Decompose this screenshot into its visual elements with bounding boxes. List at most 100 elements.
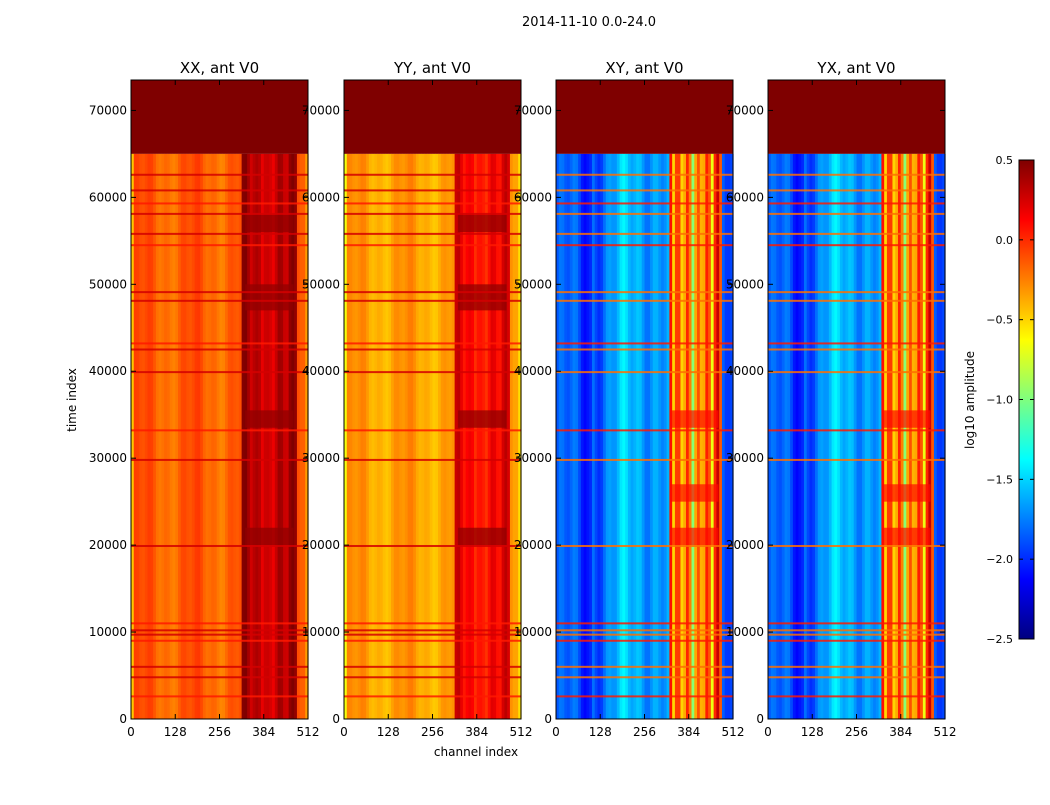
- heat-column: [357, 153, 362, 720]
- heat-column: [230, 153, 234, 720]
- x-tick-label: 384: [677, 725, 700, 739]
- x-tick-label: 128: [377, 725, 400, 739]
- heat-column: [603, 153, 607, 720]
- heat-column: [465, 153, 470, 720]
- y-tick-label: 70000: [514, 103, 552, 117]
- heat-column: [614, 153, 618, 720]
- heat-column: [164, 153, 168, 720]
- heat-column: [172, 153, 176, 720]
- time-band: [768, 202, 945, 205]
- heat-column: [569, 153, 574, 720]
- colorbar-tick-label: −2.0: [986, 553, 1013, 566]
- heat-column: [655, 153, 659, 720]
- heat-column: [575, 153, 579, 720]
- heat-column: [911, 153, 916, 720]
- y-tick-label: 10000: [302, 625, 340, 639]
- heat-column: [928, 153, 932, 720]
- y-tick-label: 10000: [726, 625, 764, 639]
- heat-column: [153, 153, 157, 720]
- y-tick-label: 40000: [726, 364, 764, 378]
- heat-column: [518, 153, 522, 720]
- heat-column: [391, 153, 395, 720]
- heat-column: [931, 153, 935, 720]
- heat-column: [719, 153, 723, 720]
- time-band: [556, 695, 733, 698]
- heat-column: [564, 153, 568, 720]
- heat-column: [443, 153, 447, 720]
- heat-column: [404, 153, 409, 720]
- heat-column: [597, 153, 601, 720]
- heat-column: [263, 153, 268, 720]
- heat-column: [305, 153, 309, 720]
- heat-column: [233, 153, 237, 720]
- time-band: [556, 633, 733, 636]
- intensity-patch: [458, 527, 507, 546]
- panel-4: YX, ant V0 0 128 256 384 512 0 10000 20000 30000 4…: [726, 59, 957, 739]
- masked-region: [344, 80, 521, 154]
- intensity-patch: [882, 484, 931, 502]
- heat-column: [158, 153, 163, 720]
- heat-column: [795, 153, 800, 720]
- heat-column: [572, 153, 576, 720]
- heat-column: [440, 153, 445, 720]
- heat-column: [269, 153, 273, 720]
- heat-column: [238, 153, 243, 720]
- intensity-patch: [882, 410, 931, 428]
- heat-column: [142, 153, 146, 720]
- time-band: [556, 639, 733, 642]
- colorbar-tick-label: −2.5: [986, 633, 1013, 646]
- time-band: [768, 429, 945, 432]
- heat-column: [294, 153, 298, 720]
- x-tick-label: 0: [127, 725, 135, 739]
- heat-column: [415, 153, 420, 720]
- heat-column: [842, 153, 847, 720]
- heat-column: [867, 153, 871, 720]
- heat-column: [426, 153, 431, 720]
- heat-column: [421, 153, 425, 720]
- heat-column: [512, 153, 517, 720]
- heat-column: [366, 153, 370, 720]
- heat-column: [936, 153, 941, 720]
- heat-column: [471, 153, 475, 720]
- heat-column: [652, 153, 657, 720]
- panel-title: YX, ant V0: [816, 59, 895, 77]
- heat-column: [222, 153, 226, 720]
- time-band: [131, 429, 308, 432]
- heat-column: [457, 153, 461, 720]
- colorbar-tick-label: −0.5: [986, 314, 1013, 327]
- heat-column: [730, 153, 734, 720]
- heat-column: [498, 153, 503, 720]
- heat-column: [837, 153, 841, 720]
- heat-column: [169, 153, 174, 720]
- heat-column: [864, 153, 869, 720]
- heat-column: [768, 153, 772, 720]
- time-band: [131, 232, 308, 235]
- time-band: [344, 189, 521, 192]
- x-axis-label: channel index: [434, 745, 518, 759]
- time-band: [768, 189, 945, 192]
- colorbar-tick-label: 0.0: [996, 234, 1014, 247]
- heat-column: [834, 153, 838, 720]
- time-band: [131, 633, 308, 636]
- heat-column: [831, 153, 835, 720]
- time-band: [556, 342, 733, 345]
- intensity-patch: [245, 214, 294, 233]
- heat-column: [895, 153, 899, 720]
- heat-column: [600, 153, 604, 720]
- time-band: [131, 544, 308, 547]
- heat-column: [870, 153, 874, 720]
- time-band: [768, 173, 945, 176]
- time-band: [344, 244, 521, 247]
- heat-column: [779, 153, 783, 720]
- heat-column: [611, 153, 615, 720]
- heat-column: [619, 153, 623, 720]
- intensity-patch: [458, 214, 507, 233]
- heat-column: [241, 153, 245, 720]
- heat-column: [396, 153, 400, 720]
- heat-column: [468, 153, 472, 720]
- heat-column: [925, 153, 930, 720]
- time-band: [344, 676, 521, 679]
- y-tick-label: 50000: [726, 277, 764, 291]
- heat-column: [920, 153, 924, 720]
- heat-column: [288, 153, 293, 720]
